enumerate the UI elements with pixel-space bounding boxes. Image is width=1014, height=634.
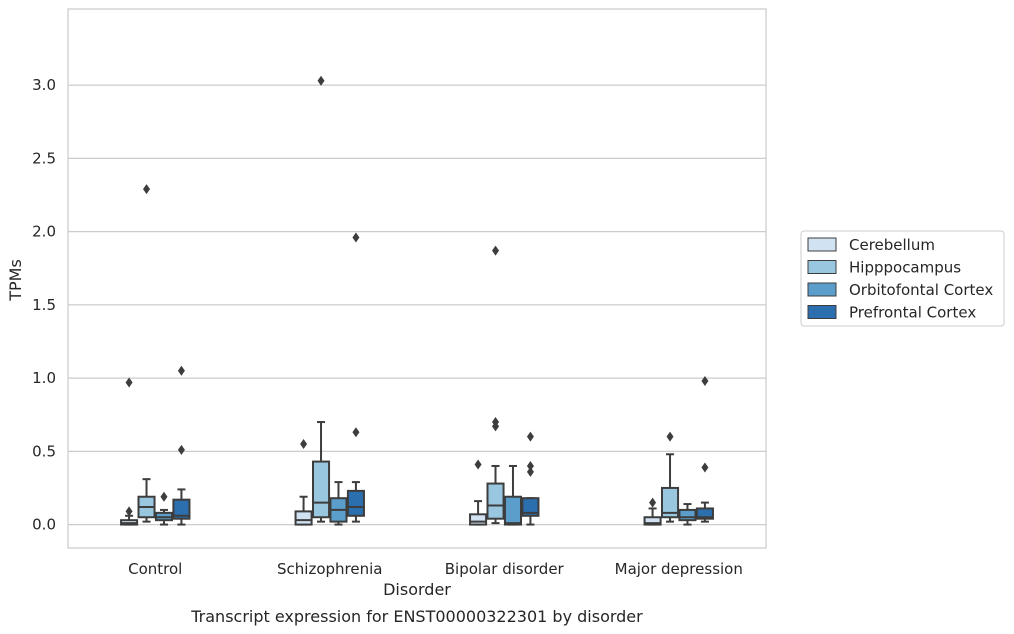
y-tick-label: 0.5 <box>32 442 56 460</box>
legend-swatch <box>807 282 837 297</box>
outlier-point <box>177 365 185 376</box>
outlier-point <box>526 460 534 471</box>
outlier-point <box>666 431 674 442</box>
legend-label: Hipppocampus <box>849 259 961 277</box>
outlier-point <box>701 462 709 473</box>
x-tick-label: Schizophrenia <box>277 560 382 578</box>
x-tick-label: Bipolar disorder <box>445 560 565 578</box>
box-iqr <box>172 498 191 520</box>
box-hipppocampus <box>137 184 156 523</box>
box-hipppocampus <box>486 245 505 525</box>
box-prefrontal-cortex <box>695 376 714 523</box>
box-orbitofontal-cortex <box>154 491 174 526</box>
outlier-point <box>526 431 534 442</box>
outlier-point <box>300 439 308 450</box>
outlier-point <box>492 245 500 256</box>
y-tick-label: 1.0 <box>32 369 56 387</box>
box-iqr <box>346 489 365 517</box>
box-orbitofontal-cortex <box>503 464 523 526</box>
legend-swatch <box>807 237 837 252</box>
outlier-point <box>160 491 168 502</box>
box-iqr <box>521 497 540 517</box>
box-orbitofontal-cortex <box>329 481 348 526</box>
plot-frame <box>67 8 767 549</box>
chart-caption: Transcript expression for ENST0000032230… <box>190 607 643 626</box>
box-iqr <box>486 482 505 520</box>
outlier-point <box>177 444 185 455</box>
outlier-point <box>125 506 133 517</box>
box-cerebellum <box>120 377 139 526</box>
legend-swatch <box>807 260 837 274</box>
x-tick-label: Major depression <box>615 560 743 578</box>
box-iqr <box>643 516 662 526</box>
legend-swatch <box>807 305 837 319</box>
plot-boxes <box>120 75 714 526</box>
y-tick-label: 2.5 <box>32 149 56 167</box>
outlier-point <box>352 232 360 243</box>
box-iqr <box>695 507 714 520</box>
outlier-point <box>649 497 657 508</box>
legend: Cerebellum Hipppocampus Orbitofontal Corte… <box>800 230 1005 327</box>
box-prefrontal-cortex <box>346 232 365 523</box>
box-cerebellum <box>469 459 488 526</box>
box-iqr <box>294 510 313 526</box>
y-tick-label: 2.0 <box>32 223 56 241</box>
legend-frame <box>800 230 1005 327</box>
box-iqr <box>660 486 680 519</box>
box-prefrontal-cortex <box>521 431 540 526</box>
x-axis-label: Disorder <box>383 580 451 599</box>
grid-lines <box>68 84 766 526</box>
y-tick-label: 1.5 <box>32 296 56 314</box>
outlier-point <box>492 421 500 432</box>
outlier-point <box>526 466 534 477</box>
box-iqr <box>678 508 697 522</box>
legend-label: Orbitofontal Cortex <box>849 281 993 299</box>
outlier-point <box>125 377 133 388</box>
outlier-point <box>143 184 151 195</box>
outlier-point <box>317 75 325 86</box>
outlier-point <box>352 427 360 438</box>
box-cerebellum <box>643 497 662 526</box>
box-iqr <box>503 495 523 526</box>
box-cerebellum <box>294 439 313 526</box>
box-orbitofontal-cortex <box>678 503 697 526</box>
outlier-point <box>701 376 709 387</box>
box-iqr <box>469 513 488 526</box>
y-axis-ticks: 0.0 0.5 1.0 1.5 2.0 2.5 3.0 <box>32 76 56 533</box>
box-hipppocampus <box>311 75 331 523</box>
y-axis-label: TPMs <box>6 259 25 302</box>
outlier-point <box>474 459 482 470</box>
box-iqr <box>311 460 331 519</box>
x-axis-ticks: Control Schizophrenia Bipolar disorder Majo… <box>128 560 743 578</box>
y-tick-label: 3.0 <box>32 76 56 94</box>
box-hipppocampus <box>660 431 680 523</box>
y-tick-label: 0.0 <box>32 516 56 534</box>
legend-label: Prefrontal Cortex <box>849 304 976 322</box>
box-prefrontal-cortex <box>172 365 191 526</box>
legend-label: Cerebellum <box>849 236 935 254</box>
x-tick-label: Control <box>128 560 182 578</box>
